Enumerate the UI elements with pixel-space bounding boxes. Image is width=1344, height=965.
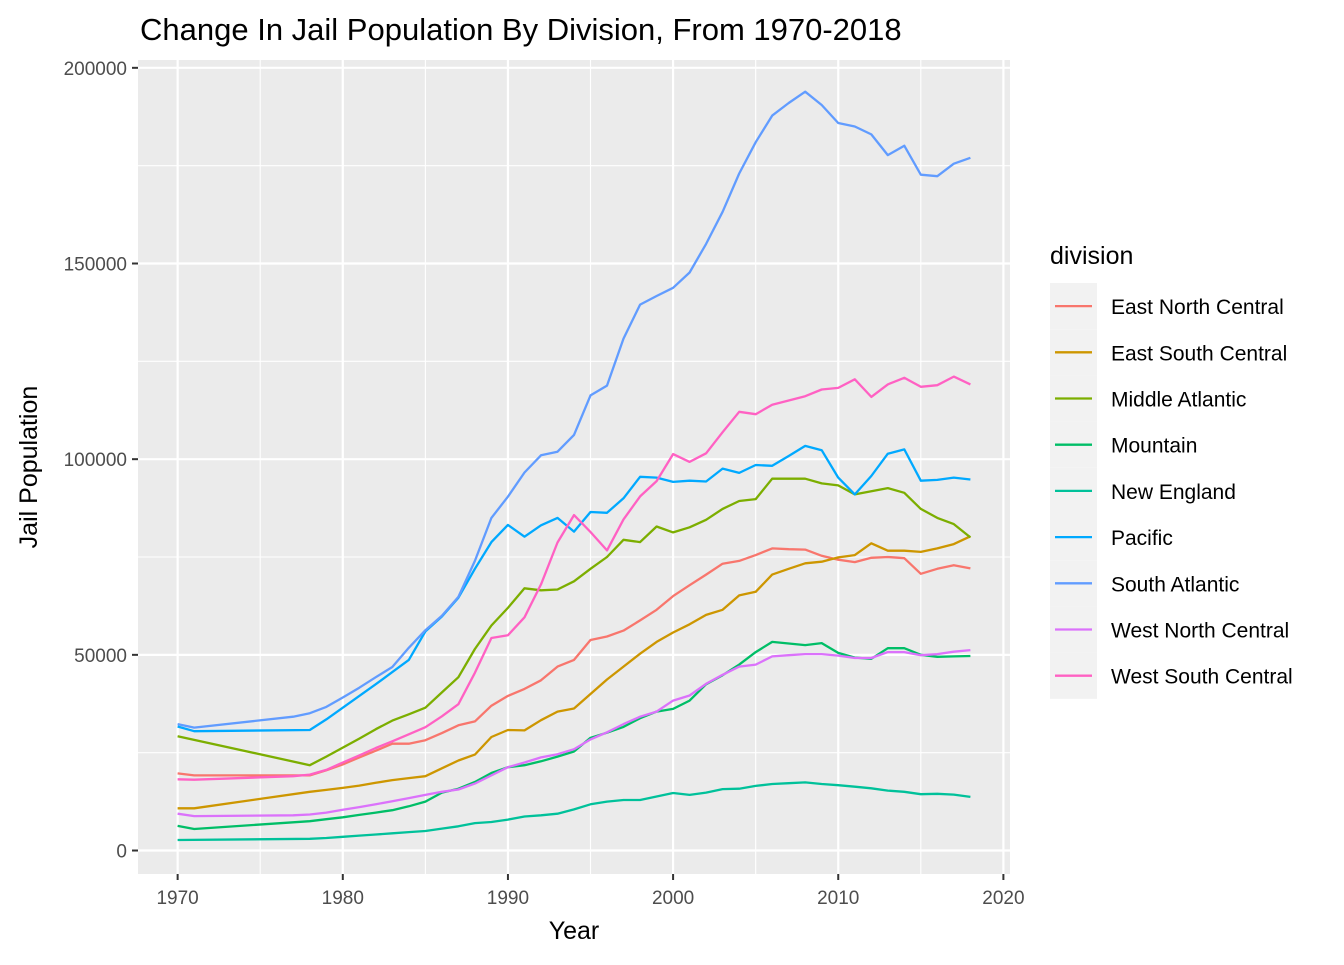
plot-panel [138, 60, 1010, 874]
legend-label-middle-atlantic: Middle Atlantic [1111, 389, 1246, 412]
legend-label-pacific: Pacific [1111, 527, 1173, 550]
y-axis-title: Jail Population [15, 386, 43, 549]
legend-label-west-north-central: West North Central [1111, 620, 1289, 643]
x-tick-label: 2010 [817, 888, 859, 909]
y-tick-label: 50000 [74, 646, 127, 667]
series-line-south-atlantic [177, 90, 971, 729]
legend: division East North Central East South Ce… [1050, 242, 1293, 699]
legend-label-east-south-central: East South Central [1111, 342, 1287, 365]
y-tick-label: 200000 [64, 59, 127, 80]
series-line-west-south-central [177, 375, 971, 781]
y-tick-label: 150000 [64, 255, 127, 276]
series-line-west-north-central [177, 648, 971, 818]
y-axis: 0 50000 100000 150000 200000 [64, 59, 138, 863]
x-tick-label: 1980 [322, 888, 364, 909]
x-tick-label: 1990 [487, 888, 529, 909]
legend-items: East North Central East South Central Midd… [1050, 283, 1293, 699]
y-tick-label: 100000 [64, 450, 127, 471]
series-line-east-south-central [177, 535, 971, 810]
legend-title: division [1050, 242, 1133, 270]
chart-title: Change In Jail Population By Division, F… [140, 12, 902, 47]
legend-label-east-north-central: East North Central [1111, 296, 1284, 319]
series-layer [177, 90, 972, 842]
legend-label-mountain: Mountain [1111, 435, 1197, 458]
legend-label-west-south-central: West South Central [1111, 666, 1293, 689]
y-tick-label: 0 [116, 842, 127, 863]
x-tick-label: 2020 [982, 888, 1024, 909]
series-line-middle-atlantic [177, 477, 972, 767]
x-axis: 1970 1980 1990 2000 2010 2020 [156, 874, 1025, 909]
series-line-east-north-central [177, 547, 971, 777]
x-axis-title: Year [549, 917, 600, 945]
series-line-pacific [177, 444, 971, 733]
x-tick-label: 1970 [156, 888, 198, 909]
legend-label-south-atlantic: South Atlantic [1111, 573, 1239, 596]
grid-major [138, 60, 1010, 874]
legend-label-new-england: New England [1111, 481, 1236, 504]
series-line-new-england [177, 781, 971, 842]
x-tick-label: 2000 [652, 888, 694, 909]
